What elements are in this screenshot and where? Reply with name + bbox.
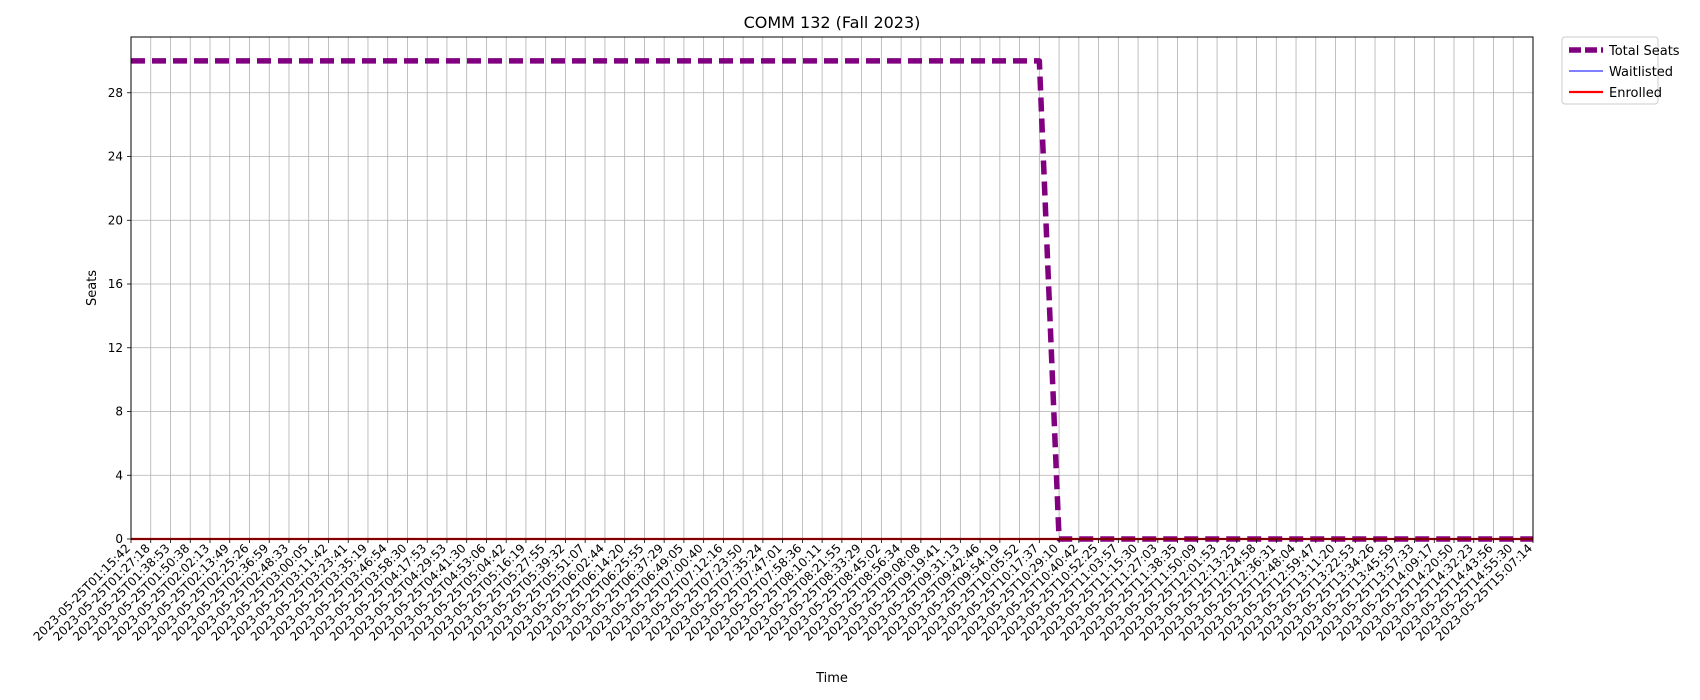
x-axis-label: Time: [815, 671, 848, 686]
y-tick-label: 16: [108, 277, 123, 291]
y-tick-label: 0: [115, 532, 123, 546]
y-tick-label: 12: [108, 341, 123, 355]
legend-label: Waitlisted: [1609, 65, 1673, 80]
legend: Total Seats Waitlisted Enrolled: [1561, 36, 1680, 105]
y-tick-label: 20: [108, 213, 123, 227]
y-tick-label: 24: [108, 150, 123, 164]
series-line: [131, 58, 1533, 542]
y-axis-label: Seats: [85, 270, 100, 306]
series-lines: [131, 58, 1533, 542]
legend-frame: [1561, 36, 1659, 105]
plot-frame: [130, 36, 1534, 540]
legend-label: Total Seats: [1608, 44, 1680, 59]
legend-label: Enrolled: [1609, 86, 1662, 101]
y-tick-label: 8: [115, 405, 123, 419]
chart-title: COMM 132 (Fall 2023): [744, 13, 921, 32]
grid-lines: [130, 37, 1534, 540]
y-tick-label: 4: [115, 468, 123, 482]
y-axis-ticks: 0 4 8 12 16 20 24 28: [108, 86, 131, 546]
x-axis-ticks: 2023-05-25T01:15:422023-05-25T01:27:1820…: [31, 539, 1535, 644]
y-tick-label: 28: [108, 86, 123, 100]
